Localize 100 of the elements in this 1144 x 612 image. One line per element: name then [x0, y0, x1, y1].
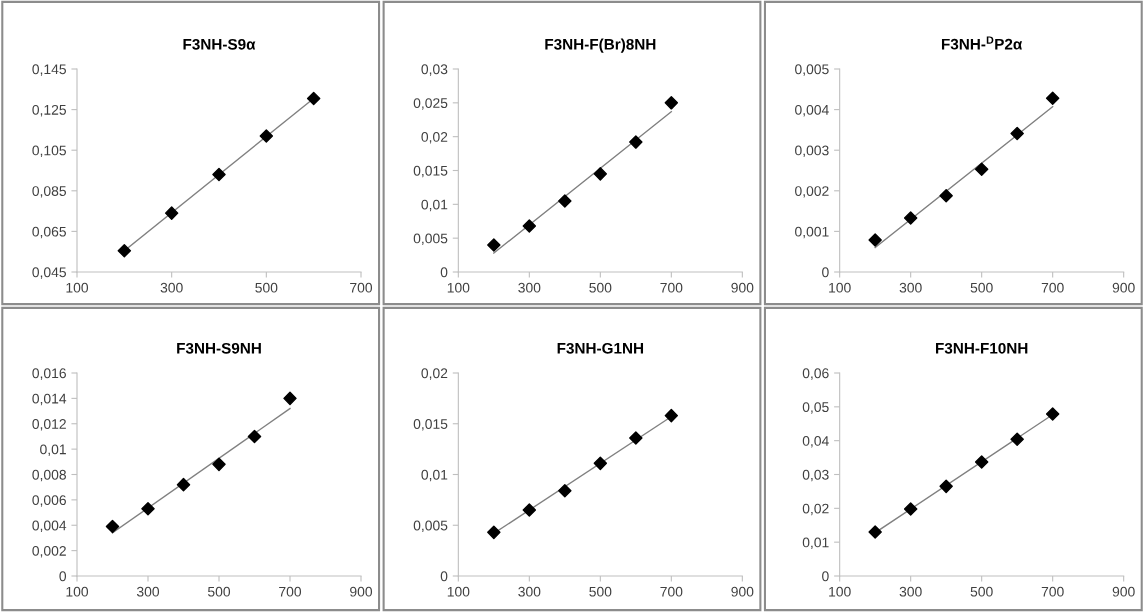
- y-tick-label: 0,02: [802, 503, 829, 516]
- y-tick-label: 0,005: [795, 64, 829, 76]
- point: [522, 503, 537, 517]
- x-tick-label: 100: [447, 282, 470, 293]
- point: [868, 233, 882, 247]
- x-tick-label: 300: [518, 282, 541, 293]
- y-tick-label: 0,01: [421, 199, 448, 212]
- point: [974, 455, 989, 469]
- x-tick-label: 100: [66, 586, 89, 597]
- y-tick-label: 0,012: [32, 419, 66, 431]
- point: [259, 129, 274, 143]
- y-tick-label: 0,01: [421, 469, 448, 482]
- y-tick-label: 0: [440, 267, 448, 278]
- x-tick-label: 500: [589, 586, 612, 597]
- y-tick-label: 0: [440, 571, 448, 582]
- chart-title: F3NH-S9α: [183, 38, 256, 50]
- point: [629, 431, 643, 445]
- chart-title: F3NH-S9NH: [177, 342, 261, 354]
- y-tick-label: 0,004: [795, 104, 829, 117]
- point: [939, 479, 953, 494]
- y-tick-label: 0,05: [802, 402, 829, 414]
- y-tick-label: 0,045: [32, 267, 66, 279]
- point: [164, 206, 179, 220]
- point: [868, 525, 882, 539]
- x-tick-label: 300: [899, 586, 922, 597]
- x-tick-label: 500: [589, 282, 612, 293]
- point: [306, 91, 321, 106]
- x-tick-label: 500: [970, 586, 993, 597]
- point: [1045, 91, 1060, 105]
- point: [141, 502, 155, 516]
- point: [664, 408, 679, 423]
- y-tick-label: 0,03: [802, 469, 829, 482]
- y-tick-label: 0,002: [32, 545, 66, 558]
- y-tick-label: 0,085: [32, 186, 66, 198]
- x-tick-label: 900: [731, 282, 754, 293]
- y-tick-label: 0: [59, 571, 67, 582]
- x-tick-label: 100: [66, 282, 89, 293]
- y-tick-label: 0,01: [802, 537, 829, 549]
- point: [212, 457, 226, 472]
- x-tick-label: 700: [350, 282, 373, 293]
- chart-title: F3NH-F10NH: [936, 342, 1028, 354]
- y-tick-label: 0,06: [802, 368, 829, 380]
- y-tick-label: 0,003: [795, 145, 829, 158]
- y-tick-label: 0,04: [802, 436, 829, 448]
- point: [522, 219, 537, 233]
- point: [283, 391, 297, 406]
- x-tick-label: 900: [731, 586, 754, 597]
- y-tick-label: 0,015: [413, 419, 448, 431]
- point: [117, 243, 132, 258]
- point: [629, 135, 643, 149]
- y-tick-label: 0,005: [413, 233, 448, 245]
- x-tick-label: 300: [518, 586, 541, 597]
- x-tick-label: 100: [829, 282, 851, 293]
- y-tick-label: 0,105: [32, 145, 66, 158]
- y-tick-label: 0: [822, 571, 829, 582]
- point: [212, 167, 226, 182]
- x-tick-label: 300: [160, 282, 183, 293]
- point: [176, 477, 191, 492]
- point: [487, 525, 501, 540]
- point: [974, 162, 989, 177]
- y-tick-label: 0,125: [32, 104, 66, 117]
- point: [593, 167, 608, 181]
- point: [1010, 126, 1024, 141]
- x-tick-label: 900: [350, 586, 373, 597]
- point: [1010, 432, 1024, 447]
- y-tick-label: 0: [822, 267, 829, 278]
- y-tick-label: 0,02: [421, 368, 448, 380]
- x-tick-label: 100: [447, 586, 470, 597]
- x-tick-label: 500: [255, 282, 278, 293]
- x-tick-label: 300: [899, 282, 922, 293]
- point: [939, 188, 953, 203]
- y-tick-label: 0,01: [40, 444, 66, 456]
- x-tick-label: 500: [970, 282, 993, 293]
- x-tick-label: 900: [1112, 586, 1135, 597]
- x-tick-label: 700: [660, 282, 683, 293]
- point: [487, 238, 501, 252]
- chart-title: F3NH-$^{D}$P2α: [941, 36, 1023, 50]
- y-tick-label: 0,008: [32, 469, 66, 482]
- y-tick-label: 0,065: [32, 226, 66, 239]
- point: [247, 429, 262, 444]
- point: [558, 194, 572, 208]
- x-tick-label: 700: [660, 586, 683, 597]
- x-tick-label: 700: [1041, 282, 1064, 293]
- chart-title: F3NH-F(Br)8NH: [545, 38, 656, 53]
- x-tick-label: 700: [279, 586, 302, 597]
- y-tick-label: 0,145: [32, 64, 66, 76]
- y-tick-label: 0,025: [413, 98, 448, 110]
- y-tick-label: 0,006: [32, 495, 66, 507]
- x-tick-label: 100: [829, 586, 851, 597]
- y-tick-label: 0,014: [32, 393, 67, 406]
- x-tick-label: 900: [1112, 282, 1135, 293]
- point: [664, 96, 679, 110]
- y-tick-label: 0,001: [795, 226, 829, 239]
- y-tick-label: 0,015: [413, 165, 448, 178]
- point: [1045, 407, 1060, 421]
- x-tick-label: 300: [136, 586, 160, 597]
- x-tick-label: 700: [1041, 586, 1064, 597]
- point: [593, 456, 608, 471]
- y-tick-label: 0,005: [413, 520, 448, 533]
- y-tick-label: 0,02: [421, 132, 448, 144]
